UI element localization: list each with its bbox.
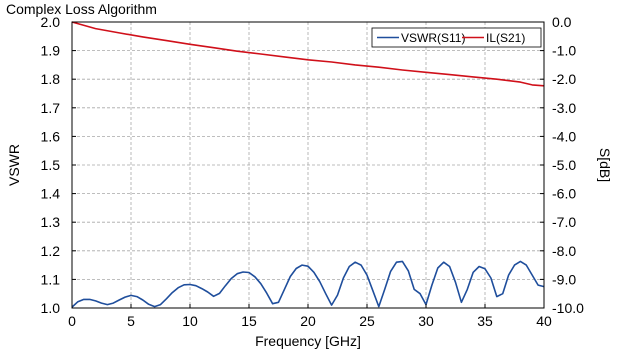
y-right-tick-label: -3.0 xyxy=(552,100,576,116)
y-right-tick-label: -4.0 xyxy=(552,128,576,144)
x-tick-label: 30 xyxy=(418,313,434,329)
y-left-tick-label: 1.3 xyxy=(41,214,61,230)
y-right-tick-label: -8.0 xyxy=(552,243,576,259)
y-right-tick-label: -2.0 xyxy=(552,71,576,87)
y-left-tick-label: 2.0 xyxy=(41,14,61,30)
x-tick-label: 35 xyxy=(477,313,493,329)
tick-layer: 0 5 10 15 20 25 30 35 40 1.0 1.1 1.2 1.3 1.4 1.5 1.6 1.7… xyxy=(41,14,585,329)
legend-box xyxy=(371,27,542,48)
x-tick-label: 5 xyxy=(127,313,135,329)
y-left-tick-label: 1.9 xyxy=(41,43,61,59)
x-tick-label: 0 xyxy=(68,313,76,329)
series-line-vswr-s11 xyxy=(71,260,545,308)
y-right-tick-label: -7.0 xyxy=(552,214,576,230)
legend-label-vswr: VSWR(S11) xyxy=(401,31,465,45)
y-left-tick-label: 1.1 xyxy=(41,271,61,287)
legend: VSWR(S11) IL(S21) xyxy=(371,27,542,48)
y-right-tick-label: -1.0 xyxy=(552,43,576,59)
x-axis-title: Frequency [GHz] xyxy=(255,333,361,349)
x-tick-label: 15 xyxy=(241,313,257,329)
series-line-il-s21 xyxy=(71,21,545,87)
legend-label-il: IL(S21) xyxy=(486,31,525,45)
x-tick-label: 40 xyxy=(536,313,552,329)
y-left-tick-label: 1.6 xyxy=(41,128,61,144)
y-right-tick-label: -9.0 xyxy=(552,271,576,287)
y-left-tick-label: 1.8 xyxy=(41,71,61,87)
y-right-tick-label: -5.0 xyxy=(552,157,576,173)
x-tick-label: 10 xyxy=(182,313,198,329)
y-left-tick-label: 1.4 xyxy=(41,186,61,202)
y-left-tick-label: 1.2 xyxy=(41,243,61,259)
y-left-axis-title: VSWR xyxy=(6,144,22,186)
grid-lines xyxy=(72,22,544,308)
series-layer xyxy=(71,21,545,308)
y-left-tick-label: 1.7 xyxy=(41,100,61,116)
y-right-tick-label: -10.0 xyxy=(552,300,584,316)
y-right-axis-title: S[dB] xyxy=(597,148,613,182)
y-left-tick-label: 1.5 xyxy=(41,157,61,173)
y-right-tick-label: -6.0 xyxy=(552,186,576,202)
x-tick-label: 20 xyxy=(300,313,316,329)
x-tick-label: 25 xyxy=(359,313,375,329)
chart-title: Complex Loss Algorithm xyxy=(6,1,157,17)
y-left-tick-label: 1.0 xyxy=(41,300,61,316)
y-right-tick-label: 0.0 xyxy=(552,14,572,30)
